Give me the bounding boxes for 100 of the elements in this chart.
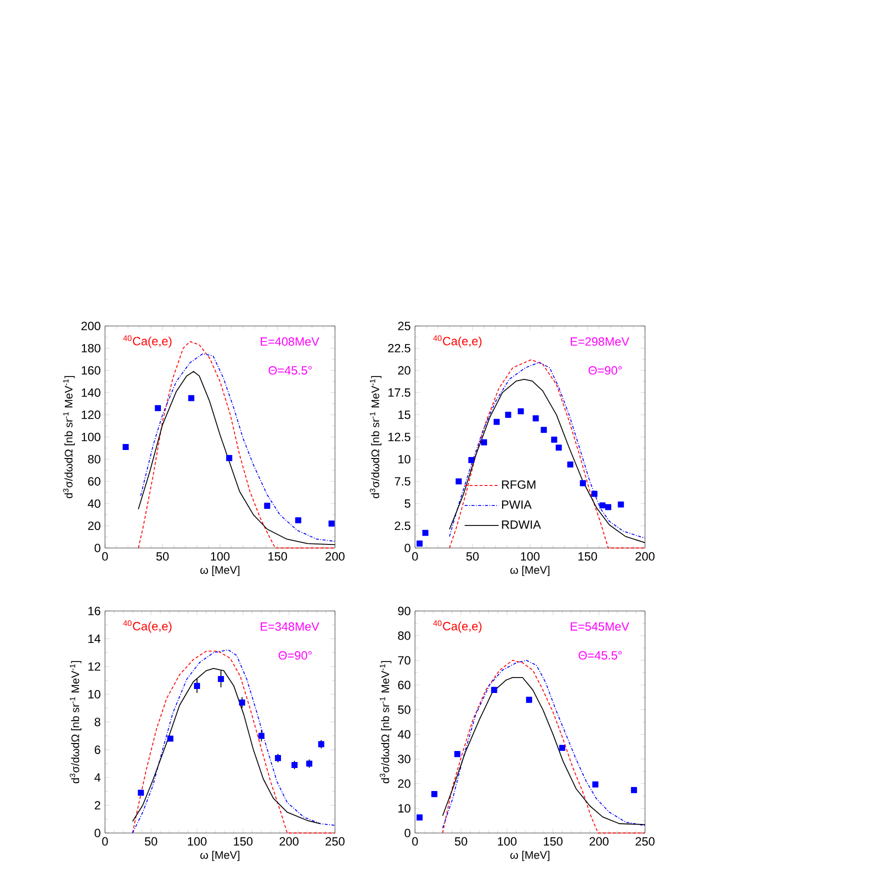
y-axis-title: d$^{3}$σ/dωdΩ [nb sr$^{-1}$ MeV$^{-1}$] [70, 661, 82, 784]
point [122, 444, 129, 450]
point [264, 502, 270, 509]
y-tick-label: 20 [88, 522, 100, 530]
legend-label: RFGM [502, 480, 536, 489]
y-tick-label: 160 [82, 366, 100, 375]
y-tick-label: 0 [94, 544, 100, 552]
point [416, 814, 423, 820]
x-tick-label: 200 [326, 552, 345, 561]
x-tick-label: 100 [188, 837, 207, 846]
y-tick-label: 7.5 [394, 477, 410, 486]
x-tick-label: 200 [590, 837, 609, 846]
y-tick-label: 40 [398, 730, 410, 739]
x-tick-label: 200 [280, 837, 299, 846]
x-tick-label: 50 [454, 837, 468, 846]
y-tick-label: 120 [82, 410, 100, 420]
legend-label: PWIA [502, 500, 532, 509]
point [431, 790, 438, 798]
point [306, 760, 312, 767]
y-tick-label: 80 [88, 454, 100, 464]
legend-label: RDWIA [502, 520, 541, 529]
point [456, 478, 462, 484]
y-tick-label: 4 [94, 773, 100, 782]
y-tick-label: 14 [88, 634, 100, 643]
y-tick-label: 50 [398, 705, 410, 714]
point [295, 517, 302, 524]
point [226, 455, 232, 462]
y-tick-label: 20 [398, 366, 410, 375]
y-axis-title: d$^{3}$σ/dωdΩ [nb sr$^{-1}$ MeV$^{-1}$] [380, 661, 392, 784]
annotation: Θ=45.5° [268, 366, 312, 375]
x-axis-title: ω [MeV] [200, 850, 240, 862]
point [532, 415, 539, 422]
annotation: E=408MeV [260, 337, 320, 346]
y-tick-label: 0 [404, 544, 410, 552]
point [454, 751, 460, 758]
y-axis-title: d$^{3}$σ/dωdΩ [nb sr$^{-1}$ MeV$^{-1}$] [63, 376, 75, 498]
point [138, 790, 144, 796]
x-tick-label: 100 [210, 552, 230, 561]
x-tick-label: 50 [156, 552, 169, 561]
y-tick-label: 0 [404, 828, 410, 838]
y-tick-label: 2.5 [394, 522, 410, 530]
point [480, 439, 488, 446]
point [494, 418, 500, 425]
y-tick-label: 60 [398, 680, 410, 690]
y-axis-title: d$^{3}$σ/dωdΩ [nb sr$^{-1}$ MeV$^{-1}$] [370, 376, 382, 498]
point [416, 540, 423, 547]
y-tick-label: 200 [81, 322, 100, 330]
point [559, 744, 566, 751]
x-axis-title: ω [MeV] [510, 850, 550, 862]
point [592, 781, 598, 788]
x-tick-label: 250 [636, 837, 655, 846]
point [318, 741, 324, 748]
y-tick-label: 12.5 [388, 432, 410, 442]
y-tick-label: 60 [88, 477, 100, 486]
point [630, 787, 638, 794]
y-tick-label: 0 [94, 828, 100, 838]
x-tick-label: 100 [498, 837, 517, 846]
y-tick-label: 22.5 [388, 344, 410, 352]
y-tick-label: 16 [88, 606, 100, 616]
annotation: E=545MeV [570, 622, 630, 631]
y-tick-label: 40 [88, 499, 100, 508]
y-tick-label: 2 [94, 801, 100, 810]
point [567, 461, 574, 468]
x-tick-label: 150 [544, 837, 563, 846]
point [605, 504, 612, 510]
x-tick-label: 150 [234, 837, 253, 846]
y-tick-label: 10 [398, 454, 410, 464]
point [618, 501, 624, 508]
x-tick-label: 0 [102, 552, 108, 561]
y-tick-label: 140 [82, 388, 100, 397]
point [218, 676, 224, 682]
point [274, 755, 282, 762]
annotation: Θ=90° [278, 651, 312, 660]
y-tick-label: 17.5 [388, 388, 410, 397]
point [291, 762, 298, 768]
y-tick-label: 80 [398, 631, 410, 640]
x-axis-title: ω [MeV] [510, 566, 550, 576]
x-tick-label: 100 [520, 552, 540, 561]
point [551, 436, 558, 443]
y-tick-label: 30 [398, 754, 410, 764]
y-tick-label: 90 [398, 606, 410, 616]
x-axis-title: ω [MeV] [200, 566, 240, 576]
y-tick-label: 100 [82, 432, 100, 442]
point [505, 412, 512, 418]
annotation: $^{40}$Ca(e,e) [433, 335, 482, 348]
point [154, 405, 161, 412]
point [540, 426, 547, 433]
y-tick-label: 20 [398, 779, 410, 788]
annotation: Θ=45.5° [578, 651, 622, 660]
point [188, 395, 194, 402]
y-tick-label: 6 [94, 746, 100, 754]
annotation: E=298MeV [570, 337, 630, 346]
y-tick-label: 5 [404, 499, 410, 508]
x-tick-label: 150 [268, 552, 288, 561]
point [194, 682, 200, 689]
y-tick-label: 180 [82, 344, 100, 352]
annotation: $^{40}$Ca(e,e) [123, 620, 172, 633]
x-tick-label: 250 [326, 837, 345, 846]
point [518, 408, 524, 414]
x-tick-label: 0 [412, 552, 418, 561]
